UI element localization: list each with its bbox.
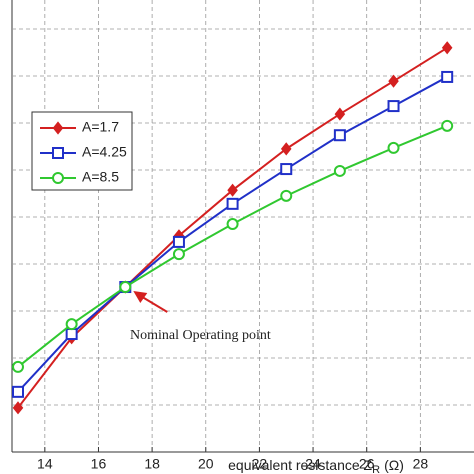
legend: A=1.7 A=4.25 A=8.5	[31, 111, 133, 191]
legend-label: A=4.25	[82, 144, 127, 160]
marker	[388, 74, 399, 88]
x-label-sub: R	[372, 464, 380, 474]
marker	[441, 41, 453, 55]
marker	[172, 248, 185, 261]
x-tick-label: 26	[359, 456, 375, 472]
grid: 14 16 18 20 22 24 26 28	[11, 0, 474, 472]
marker	[52, 147, 64, 159]
marker	[119, 281, 132, 294]
marker	[52, 172, 64, 184]
x-axis-label: equivalent resistance ZR (Ω)	[228, 457, 404, 474]
plot: Nominal Operating point	[12, 41, 454, 415]
marker	[441, 119, 454, 132]
x-tick-label: 18	[144, 456, 160, 472]
marker	[226, 197, 239, 210]
marker	[172, 235, 185, 248]
marker	[333, 129, 346, 142]
marker	[334, 107, 346, 121]
legend-label: A=1.7	[82, 119, 119, 135]
annotation: Nominal Operating point	[130, 328, 271, 343]
annotation-arrowhead	[133, 291, 148, 304]
x-tick-label: 28	[413, 456, 429, 472]
x-tick-label: 20	[198, 456, 214, 472]
x-label-unit: (Ω)	[384, 457, 404, 473]
marker	[65, 318, 78, 331]
x-tick-label: 22	[252, 456, 268, 472]
marker	[227, 183, 238, 197]
marker	[52, 121, 64, 135]
marker	[387, 100, 400, 113]
marker	[333, 164, 346, 177]
marker	[12, 385, 24, 398]
marker	[12, 360, 24, 373]
marker	[226, 218, 239, 231]
marker	[280, 189, 293, 202]
marker	[280, 142, 292, 156]
marker	[280, 163, 293, 176]
x-tick-label: 24	[305, 456, 321, 472]
x-label-main: equivalent resistance Z	[228, 457, 372, 473]
marker	[387, 141, 400, 154]
marker	[441, 70, 454, 83]
marker	[65, 328, 78, 341]
legend-label: A=8.5	[82, 169, 119, 185]
x-tick-label: 16	[91, 456, 107, 472]
marker	[12, 401, 24, 415]
x-tick-label: 14	[37, 456, 53, 472]
